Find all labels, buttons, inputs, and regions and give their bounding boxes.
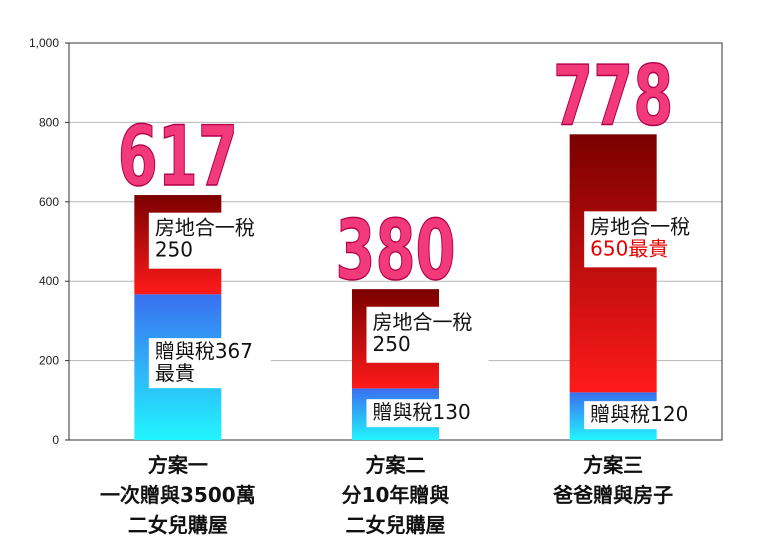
segment-labels: 房地合一稅250贈與稅367最貴房地合一稅250贈與稅130房地合一稅650最貴… xyxy=(148,211,707,430)
category-label: 方案三 xyxy=(583,453,643,477)
category-label: 分10年贈與 xyxy=(342,483,450,507)
y-tick-label: 800 xyxy=(39,115,59,129)
y-tick-label: 0 xyxy=(52,433,59,447)
label-box xyxy=(366,306,489,363)
y-tick-label: 600 xyxy=(39,195,59,209)
category-label: 方案二 xyxy=(366,453,426,477)
total-value-label: 778 xyxy=(553,48,673,144)
label-box xyxy=(584,211,707,268)
land-tax-label: 250 xyxy=(373,332,411,356)
land-tax-label: 房地合一稅 xyxy=(373,310,473,334)
y-tick-label: 1,000 xyxy=(29,36,59,50)
category-label: 二女兒購屋 xyxy=(346,513,446,537)
label-box xyxy=(148,338,271,389)
gift-tax-label: 贈與稅130 xyxy=(373,400,471,424)
total-value-label: 380 xyxy=(335,203,455,299)
category-label: 二女兒購屋 xyxy=(128,513,228,537)
label-box xyxy=(366,399,489,428)
y-tick-label: 400 xyxy=(39,274,59,288)
land-tax-label: 房地合一稅 xyxy=(155,216,255,240)
gift-tax-label: 最貴 xyxy=(155,361,195,385)
land-tax-label: 房地合一稅 xyxy=(590,214,690,238)
label-box xyxy=(148,212,271,269)
y-axis: 0 200 400 600 800 1,000 xyxy=(29,36,69,447)
label-box xyxy=(584,401,707,430)
category-label: 一次贈與3500萬 xyxy=(100,483,256,507)
category-label: 方案一 xyxy=(148,453,208,477)
gift-tax-label: 贈與稅120 xyxy=(590,402,688,426)
total-value-label: 617 xyxy=(118,108,238,204)
land-tax-label: 250 xyxy=(155,238,193,262)
gift-tax-label: 贈與稅367 xyxy=(155,339,253,363)
category-label: 爸爸贈與房子 xyxy=(552,483,673,507)
total-labels: 617 380 778 xyxy=(117,47,674,299)
land-tax-label: 650最貴 xyxy=(590,236,668,260)
y-tick-label: 200 xyxy=(39,354,59,368)
